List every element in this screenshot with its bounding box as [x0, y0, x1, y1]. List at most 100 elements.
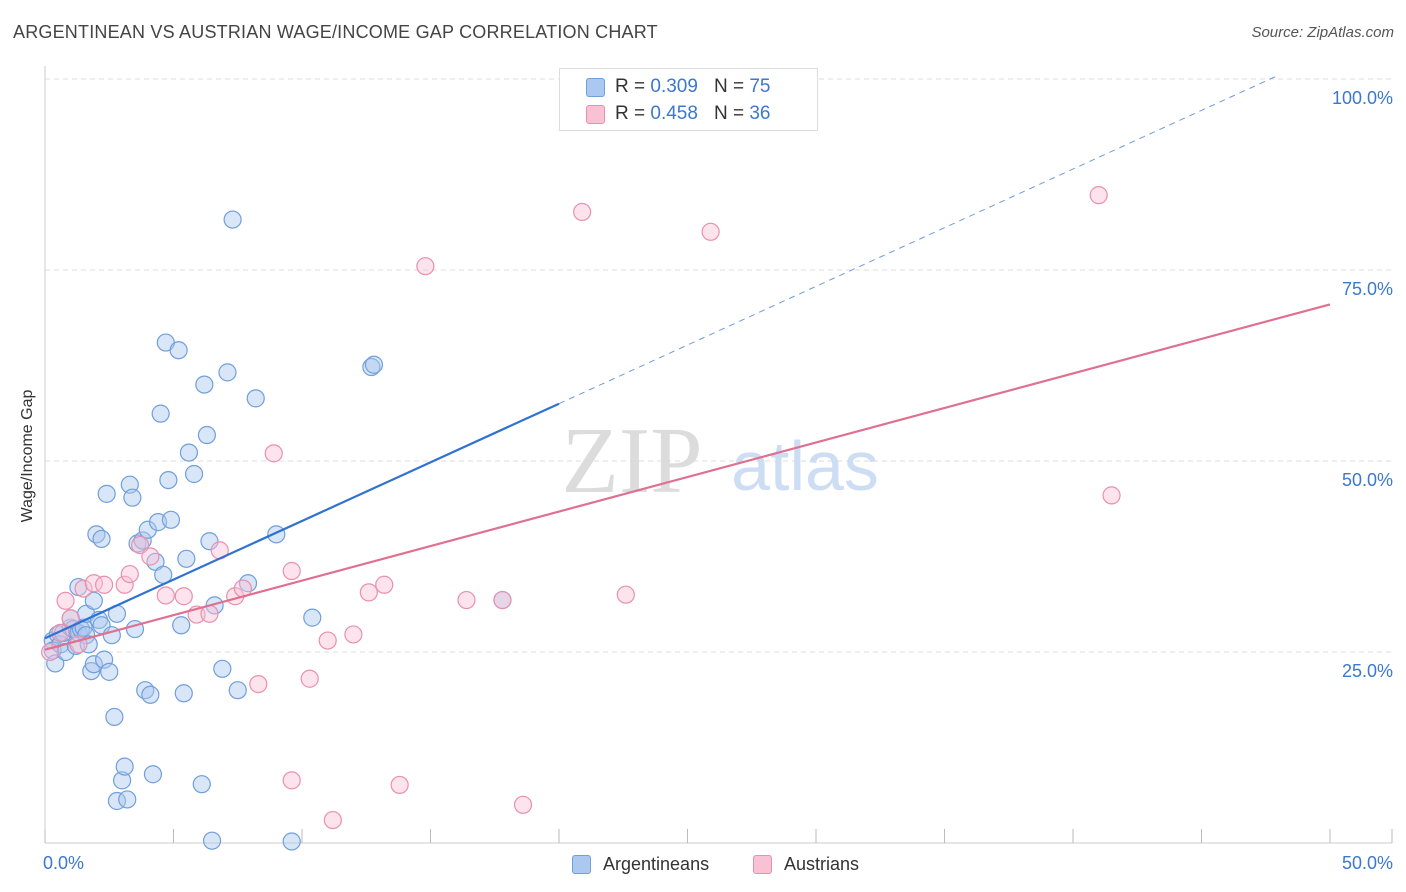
- austrians-points: [41, 186, 1121, 830]
- source-label: Source: ZipAtlas.com: [1251, 24, 1394, 41]
- n-label: N =: [713, 103, 745, 124]
- argentineans-point-42: [141, 685, 160, 704]
- stats-legend-row-austrians: R = 0.458 N = 36: [586, 103, 770, 125]
- argentineans-point-70: [282, 832, 301, 851]
- austrians-point-35: [616, 585, 635, 604]
- argentineans-point-55: [179, 443, 199, 462]
- x-tick-label-max: 50.0%: [1342, 853, 1393, 873]
- n-label: N =: [713, 76, 745, 97]
- r-value-argentineans: 0.309: [650, 76, 698, 97]
- argentineans-point-27: [100, 662, 119, 681]
- y-tick-label-75: 75.0%: [1342, 279, 1393, 299]
- argentineans-point-54: [177, 549, 196, 568]
- austrians-point-12: [156, 586, 175, 605]
- austrians-legend-label: Austrians: [784, 853, 860, 874]
- legend-item-argentineans[interactable]: Argentineans: [572, 852, 709, 876]
- austrians-point-10: [130, 535, 150, 555]
- argentineans-point-56: [184, 464, 204, 484]
- r-label: R =: [615, 76, 646, 97]
- austrians-point-31: [457, 590, 476, 610]
- austrians-swatch: [586, 104, 605, 124]
- argentineans-swatch: [586, 77, 605, 97]
- austrians-point-5: [74, 579, 93, 598]
- argentineans-point-59: [197, 425, 217, 445]
- stats-legend: R = 0.309 N = 75 R = 0.458 N = 36: [559, 68, 818, 131]
- grid-lines: [45, 78, 1392, 653]
- argentineans-point-43: [143, 765, 163, 784]
- argentineans-point-53: [174, 684, 193, 703]
- argentineans-point-52: [172, 616, 191, 635]
- stats-legend-row-argentineans: R = 0.309 N = 75: [586, 76, 770, 98]
- argentineans-point-72: [362, 357, 381, 377]
- austrians-point-23: [300, 669, 319, 688]
- austrians-point-27: [359, 583, 378, 602]
- trend-lines: [44, 74, 1331, 651]
- argentineans-point-34: [118, 790, 137, 809]
- n-value-austrians: 36: [749, 103, 771, 124]
- tick-labels: 25.0% 50.0% 75.0% 100.0% 0.0% 50.0%: [43, 88, 1393, 873]
- austrians-point-29: [390, 775, 409, 795]
- argentineans-point-26: [97, 484, 116, 503]
- axes: [44, 66, 1393, 844]
- argentineans-point-67: [238, 574, 258, 593]
- austrians-point-25: [323, 810, 342, 830]
- austrians-point-34: [573, 202, 592, 222]
- austrians-point-20: [264, 444, 283, 463]
- argentineans-point-71: [303, 608, 322, 627]
- austrians-point-22: [282, 561, 301, 581]
- austrians-point-8: [115, 575, 134, 594]
- austrians-point-32: [493, 590, 512, 610]
- argentineans-trend-line: [44, 402, 560, 640]
- austrians-point-19: [249, 674, 268, 694]
- austrians-point-9: [120, 564, 139, 584]
- argentineans-point-50: [161, 510, 181, 529]
- argentineans-point-41: [138, 520, 157, 539]
- austrians-point-2: [56, 591, 75, 610]
- argentineans-point-49: [159, 471, 178, 490]
- argentineans-point-57: [192, 775, 211, 794]
- austrians-point-30: [416, 257, 435, 276]
- argentineans-point-36: [123, 488, 142, 507]
- argentineans-legend-label: Argentineans: [603, 853, 710, 874]
- austrians-trend-line: [44, 303, 1331, 651]
- argentineans-point-33: [115, 757, 134, 776]
- watermark-zip: ZIP: [562, 409, 703, 513]
- argentineans-point-24: [92, 529, 111, 549]
- argentineans-point-73: [364, 355, 384, 374]
- argentineans-point-64: [218, 363, 237, 382]
- austrians-point-28: [375, 575, 394, 594]
- chart-title: ARGENTINEAN VS AUSTRIAN WAGE/INCOME GAP …: [13, 22, 658, 42]
- argentineans-points: [43, 210, 512, 851]
- austrians-point-38: [1102, 486, 1121, 505]
- austrians-point-7: [95, 575, 114, 594]
- argentineans-point-19: [84, 655, 103, 674]
- r-label: R =: [615, 103, 646, 124]
- y-tick-label-100: 100.0%: [1332, 88, 1393, 108]
- argentineans-point-66: [228, 681, 247, 700]
- y-tick-label-25: 25.0%: [1342, 661, 1393, 681]
- n-value-argentineans: 75: [749, 76, 771, 97]
- watermark-atlas: atlas: [731, 427, 879, 505]
- austrians-point-13: [174, 587, 193, 606]
- argentineans-point-46: [151, 404, 170, 423]
- austrians-point-37: [1089, 186, 1108, 205]
- austrians-legend-swatch: [753, 854, 772, 874]
- austrians-point-24: [318, 631, 337, 650]
- r-value-austrians: 0.458: [650, 103, 698, 124]
- argentineans-point-65: [223, 210, 242, 229]
- austrians-point-21: [282, 771, 301, 790]
- austrians-point-33: [513, 795, 533, 814]
- argentineans-point-60: [200, 532, 219, 551]
- argentineans-point-68: [246, 389, 265, 408]
- argentineans-point-2: [46, 654, 65, 673]
- y-tick-label-50: 50.0%: [1342, 470, 1393, 490]
- x-tick-label-min: 0.0%: [43, 853, 84, 873]
- argentineans-point-32: [112, 771, 132, 790]
- argentineans-point-58: [195, 375, 214, 394]
- argentineans-point-61: [202, 831, 222, 850]
- watermark: ZIP atlas: [562, 409, 879, 513]
- argentineans-point-63: [213, 659, 232, 678]
- austrians-point-11: [141, 547, 160, 566]
- legend-item-austrians[interactable]: Austrians: [753, 852, 859, 876]
